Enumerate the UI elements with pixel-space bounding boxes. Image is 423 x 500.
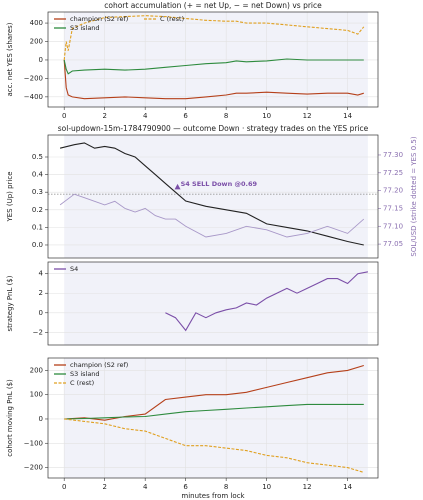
legend-label: S3 island: [70, 24, 100, 32]
y-tick-label: 0: [39, 309, 43, 317]
series-line: [64, 364, 364, 421]
y2-tick-label: 77.05: [383, 240, 403, 248]
y-tick-label: 400: [30, 19, 43, 27]
y-tick-label: 2: [39, 289, 43, 297]
y2-tick-label: 77.25: [383, 169, 403, 177]
series-line: [64, 418, 364, 473]
panel-title: sol-updown-15m-1784790900 — outcome Down…: [58, 124, 369, 133]
y-tick-label: 0: [39, 56, 43, 64]
legend-label: S4: [70, 265, 78, 273]
y2-tick-label: 77.15: [383, 204, 403, 212]
y-tick-label: 0.1: [32, 223, 43, 231]
panel-title: cohort accumulation (+ = net Up, − = net…: [104, 1, 322, 10]
y-tick-label: 4: [39, 270, 44, 278]
plot-frame: [47, 134, 379, 259]
plot-frame: [47, 261, 379, 346]
x-tick-label: 10: [262, 483, 271, 491]
shaded-span: [64, 262, 368, 345]
y2-tick-label: 77.20: [383, 187, 403, 195]
x-tick-label: 0: [62, 483, 66, 491]
y2-tick-label: 77.30: [383, 151, 403, 159]
series-line: [64, 403, 364, 420]
y-axis-label: YES (Up) price: [6, 171, 14, 222]
y-tick-label: 0.2: [32, 206, 43, 214]
x-tick-label: 12: [303, 483, 312, 491]
y-tick-label: 200: [30, 38, 43, 46]
y-axis-label: cohort moving PnL ($): [6, 379, 14, 457]
plot-frame: [47, 11, 379, 108]
x-tick-label: 14: [343, 483, 352, 491]
x-tick-label: 0: [62, 112, 66, 120]
y-tick-label: −400: [24, 93, 43, 101]
y2-axis-label: SOL/USD (strike dotted = YES 0.5): [410, 136, 418, 256]
y-tick-label: 0: [39, 415, 43, 423]
legend-label: champion (S2 ref): [70, 15, 128, 23]
y-axis-label: strategy PnL ($): [6, 275, 14, 331]
x-tick-label: 8: [224, 112, 228, 120]
y-tick-label: 0.5: [32, 153, 43, 161]
x-tick-label: 4: [143, 112, 148, 120]
y-tick-label: 0.3: [32, 188, 43, 196]
x-tick-label: 10: [262, 112, 271, 120]
y-tick-label: −200: [24, 74, 43, 82]
shaded-span: [64, 135, 368, 258]
legend-label: S3 island: [70, 370, 100, 378]
plot-frame: [47, 357, 379, 479]
y-tick-label: 0.4: [32, 171, 44, 179]
x-tick-label: 6: [183, 112, 188, 120]
y-tick-label: −2: [33, 328, 43, 336]
y-tick-label: −100: [24, 439, 43, 447]
series-line: [59, 193, 365, 238]
trade-marker: [174, 183, 181, 190]
series-line: [63, 58, 364, 75]
x-axis-label: minutes from lock: [181, 492, 245, 500]
x-tick-label: 8: [224, 483, 228, 491]
x-tick-label: 14: [343, 112, 352, 120]
legend-label: C (rest): [160, 15, 184, 23]
y-tick-label: 200: [30, 366, 43, 374]
y-tick-label: 100: [30, 391, 43, 399]
y-tick-label: 0.0: [32, 241, 43, 249]
series-line: [165, 271, 369, 332]
y-axis-label: acc. net YES (shares): [6, 22, 14, 96]
legend-label: C (rest): [70, 379, 94, 387]
x-tick-label: 12: [303, 112, 312, 120]
x-tick-label: 2: [102, 483, 106, 491]
series-line: [63, 15, 365, 61]
legend-label: champion (S2 ref): [70, 361, 128, 369]
y2-tick-label: 77.10: [383, 222, 403, 230]
x-tick-label: 4: [143, 483, 148, 491]
x-tick-label: 2: [102, 112, 106, 120]
y-tick-label: −200: [24, 464, 43, 472]
series-line: [63, 59, 364, 100]
annotation: S4 SELL Down @0.69: [181, 180, 258, 188]
x-tick-label: 6: [183, 483, 188, 491]
series-line: [59, 142, 364, 246]
